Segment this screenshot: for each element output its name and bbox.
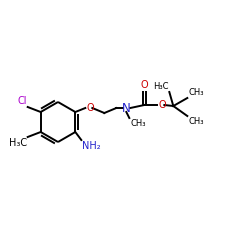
Text: O: O	[140, 80, 148, 90]
Text: CH₃: CH₃	[188, 117, 204, 126]
Text: O: O	[158, 100, 166, 110]
Text: H₃C: H₃C	[153, 82, 168, 91]
Text: O: O	[86, 103, 94, 113]
Text: NH₂: NH₂	[82, 141, 101, 151]
Text: CH₃: CH₃	[130, 119, 146, 128]
Text: Cl: Cl	[17, 96, 27, 106]
Text: N: N	[122, 102, 131, 114]
Text: CH₃: CH₃	[188, 88, 204, 97]
Text: H₃C: H₃C	[8, 138, 27, 148]
